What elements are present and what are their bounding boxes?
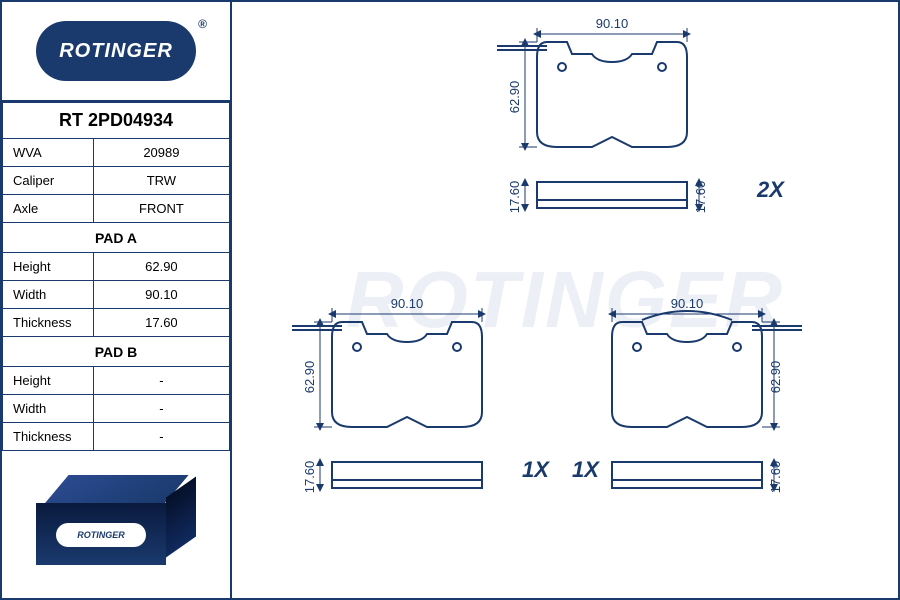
dim-thick: 17.60 [768,461,783,494]
product-box-image: ROTINGER [2,451,230,598]
pad-top-group: 90.10 62.90 17.60 17 [497,16,785,213]
table-row: WVA 20989 [3,139,230,167]
pad-a-height-label: Height [3,253,94,281]
spec-table: RT 2PD04934 WVA 20989 Caliper TRW Axle F… [2,102,230,451]
axle-value: FRONT [93,195,229,223]
table-row: Thickness - [3,423,230,451]
wva-value: 20989 [93,139,229,167]
technical-drawing: 90.10 62.90 17.60 17 [232,2,892,562]
caliper-value: TRW [93,167,229,195]
dim-width: 90.10 [596,16,629,31]
box-brand-label: ROTINGER [56,523,146,547]
spec-sheet: ROTINGER ® RT 2PD04934 WVA 20989 Caliper… [0,0,900,600]
pad-b-width-value: - [93,395,229,423]
pad-b-width-label: Width [3,395,94,423]
pad-a-height-value: 62.90 [93,253,229,281]
pad-b-thickness-label: Thickness [3,423,94,451]
pad-a-width-label: Width [3,281,94,309]
dim-width: 90.10 [671,296,704,311]
dim-height: 62.90 [768,361,783,394]
brand-logo: ROTINGER ® [36,21,196,81]
pad-a-width-value: 90.10 [93,281,229,309]
qty-bl: 1X [522,457,550,482]
caliper-label: Caliper [3,167,94,195]
dim-thick-r: 17.60 [693,181,708,214]
pad-a-title: PAD A [3,223,230,253]
table-row: Width - [3,395,230,423]
table-row: Thickness 17.60 [3,309,230,337]
table-row: Axle FRONT [3,195,230,223]
registered-icon: ® [198,17,208,31]
logo-area: ROTINGER ® [2,2,230,102]
dim-height: 62.90 [302,361,317,394]
qty-br: 1X [572,457,600,482]
pad-b-height-value: - [93,367,229,395]
pad-br-group: 90.10 62.90 17.60 1X [572,296,802,493]
wva-label: WVA [3,139,94,167]
dim-thick: 17.60 [507,181,522,214]
pad-a-thickness-value: 17.60 [93,309,229,337]
table-row: Height - [3,367,230,395]
pad-b-height-label: Height [3,367,94,395]
dim-height: 62.90 [507,81,522,114]
drawing-area: ROTINGER 90.10 62.9 [232,2,898,598]
table-row: Height 62.90 [3,253,230,281]
box-3d: ROTINGER [36,475,196,575]
qty-top: 2X [756,177,785,202]
pad-b-title: PAD B [3,337,230,367]
axle-label: Axle [3,195,94,223]
pad-a-thickness-label: Thickness [3,309,94,337]
brand-name: ROTINGER [59,40,173,63]
dim-thick: 17.60 [302,461,317,494]
pad-bl-group: 90.10 62.90 17.60 1X [292,296,550,493]
table-row: Width 90.10 [3,281,230,309]
pad-b-thickness-value: - [93,423,229,451]
left-column: ROTINGER ® RT 2PD04934 WVA 20989 Caliper… [2,2,232,598]
dim-width: 90.10 [391,296,424,311]
part-number: RT 2PD04934 [3,103,230,139]
table-row: Caliper TRW [3,167,230,195]
